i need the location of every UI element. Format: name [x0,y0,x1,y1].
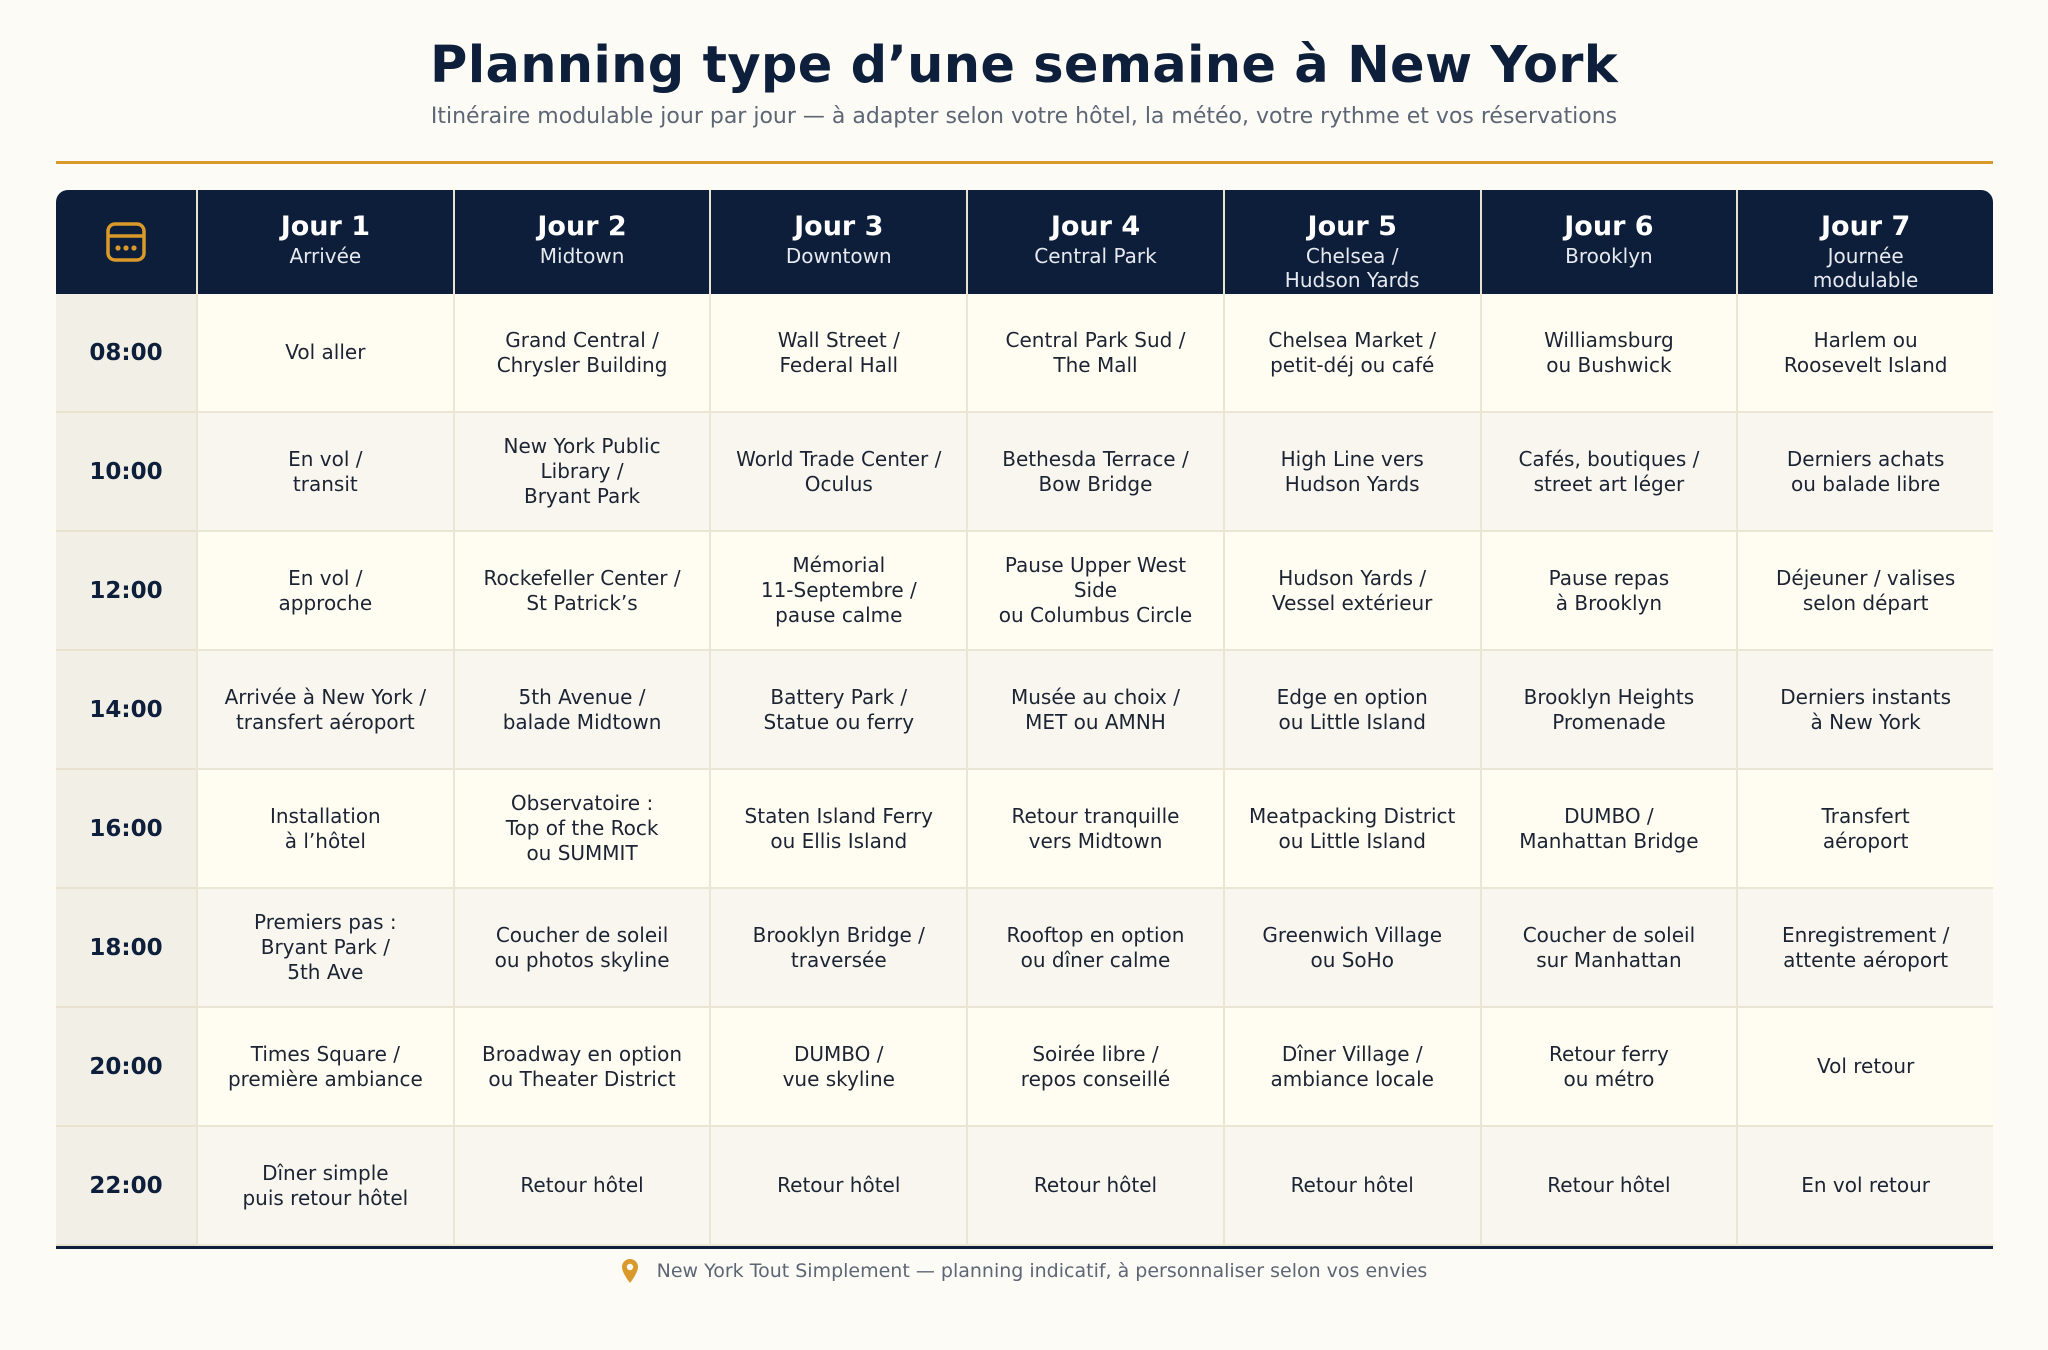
activity-cell: Coucher de soleil ou photos skyline [452,889,710,1008]
activity-cell: Installation à l’hôtel [196,770,453,889]
day-theme: Arrivée [289,244,362,268]
day-label: Jour 4 [1050,211,1141,242]
activity-cell: Harlem ou Roosevelt Island [1736,294,1993,413]
day-header-4: Jour 4 Central Park [966,190,1223,294]
day-header-5: Jour 5 Chelsea / Hudson Yards [1222,190,1480,294]
activity-cell: Cafés, boutiques / street art léger [1479,413,1737,532]
activity-cell: Meatpacking District ou Little Island [1222,770,1480,889]
activity-cell: Broadway en option ou Theater District [452,1008,710,1127]
activity-cell: Retour hôtel [1479,1127,1737,1246]
activity-cell: Chelsea Market / petit-déj ou café [1222,294,1480,413]
footer: New York Tout Simplement — planning indi… [0,1258,2048,1284]
activity-cell: Observatoire : Top of the Rock ou SUMMIT [452,770,710,889]
activity-cell: Rockefeller Center / St Patrick’s [452,532,710,651]
activity-cell: Pause Upper West Side ou Columbus Circle [966,532,1223,651]
activity-cell: En vol retour [1736,1127,1993,1246]
activity-cell: Premiers pas : Bryant Park / 5th Ave [196,889,453,1008]
day-label: Jour 2 [537,211,627,242]
activity-cell: Vol retour [1736,1008,1993,1127]
activity-cell: Times Square / première ambiance [196,1008,453,1127]
activity-cell: Retour ferry ou métro [1479,1008,1737,1127]
activity-cell: Staten Island Ferry ou Ellis Island [709,770,967,889]
activity-cell: Transfert aéroport [1736,770,1993,889]
day-header-1: Jour 1 Arrivée [196,190,453,294]
day-theme: Chelsea / Hudson Yards [1284,244,1420,292]
activity-cell: Musée au choix / MET ou AMNH [966,651,1223,770]
activity-cell: Central Park Sud / The Mall [966,294,1223,413]
day-header-7: Jour 7 Journée modulable [1736,190,1993,294]
activity-cell: Bethesda Terrace / Bow Bridge [966,413,1223,532]
corner-cell [56,190,196,294]
activity-cell: Grand Central / Chrysler Building [452,294,710,413]
activity-cell: Rooftop en option ou dîner calme [966,889,1223,1008]
day-theme: Downtown [785,244,892,268]
day-label: Jour 3 [794,211,884,242]
day-label: Jour 7 [1820,211,1911,242]
activity-cell: Edge en option ou Little Island [1222,651,1480,770]
activity-cell: Pause repas à Brooklyn [1479,532,1737,651]
time-slot-label: 20:00 [56,1008,196,1127]
activity-cell: Mémorial 11-Septembre / pause calme [709,532,967,651]
schedule-table: Jour 1 Arrivée Jour 2 Midtown Jour 3 Downtown… [56,190,1993,1249]
map-pin-icon [621,1259,638,1283]
activity-cell: Vol aller [196,294,453,413]
activity-cell: Brooklyn Bridge / traversée [709,889,967,1008]
activity-cell: Dîner simple puis retour hôtel [196,1127,453,1246]
time-slot-label: 08:00 [56,294,196,413]
time-slot-label: 12:00 [56,532,196,651]
activity-cell: Hudson Yards / Vessel extérieur [1222,532,1480,651]
day-theme: Central Park [1034,244,1157,268]
activity-cell: New York Public Library / Bryant Park [452,413,710,532]
title-divider [56,161,1993,164]
activity-cell: Wall Street / Federal Hall [709,294,967,413]
activity-cell: Williamsburg ou Bushwick [1479,294,1737,413]
page-subtitle: Itinéraire modulable jour par jour — à a… [430,104,1618,129]
day-label: Jour 5 [1307,211,1397,242]
activity-cell: High Line vers Hudson Yards [1222,413,1480,532]
activity-cell: 5th Avenue / balade Midtown [452,651,710,770]
activity-cell: Brooklyn Heights Promenade [1479,651,1737,770]
time-slot-label: 14:00 [56,651,196,770]
activity-cell: Retour hôtel [966,1127,1223,1246]
activity-cell: Derniers achats ou balade libre [1736,413,1993,532]
day-header-2: Jour 2 Midtown [452,190,710,294]
activity-cell: Battery Park / Statue ou ferry [709,651,967,770]
activity-cell: Coucher de soleil sur Manhattan [1479,889,1737,1008]
day-theme: Journée modulable [1812,244,1919,292]
activity-cell: Déjeuner / valises selon départ [1736,532,1993,651]
day-label: Jour 6 [1564,211,1654,242]
time-slot-label: 18:00 [56,889,196,1008]
day-header-6: Jour 6 Brooklyn [1479,190,1737,294]
activity-cell: Greenwich Village ou SoHo [1222,889,1480,1008]
calendar-icon [106,222,146,262]
activity-cell: DUMBO / Manhattan Bridge [1479,770,1737,889]
activity-cell: En vol / approche [196,532,453,651]
time-slot-label: 10:00 [56,413,196,532]
activity-cell: Retour hôtel [709,1127,967,1246]
activity-cell: Arrivée à New York / transfert aéroport [196,651,453,770]
activity-cell: Enregistrement / attente aéroport [1736,889,1993,1008]
page-title: Planning type d’une semaine à New York [430,36,1618,95]
activity-cell: Retour hôtel [1222,1127,1480,1246]
activity-cell: Retour hôtel [452,1127,710,1246]
day-theme: Midtown [539,244,625,268]
activity-cell: Soirée libre / repos conseillé [966,1008,1223,1127]
time-slot-label: 22:00 [56,1127,196,1246]
day-theme: Brooklyn [1565,244,1653,268]
activity-cell: World Trade Center / Oculus [709,413,967,532]
activity-cell: Derniers instants à New York [1736,651,1993,770]
day-header-3: Jour 3 Downtown [709,190,967,294]
activity-cell: Retour tranquille vers Midtown [966,770,1223,889]
activity-cell: En vol / transit [196,413,453,532]
time-slot-label: 16:00 [56,770,196,889]
activity-cell: DUMBO / vue skyline [709,1008,967,1127]
footer-text: New York Tout Simplement — planning indi… [656,1260,1428,1282]
activity-cell: Dîner Village / ambiance locale [1222,1008,1480,1127]
day-label: Jour 1 [280,211,371,242]
